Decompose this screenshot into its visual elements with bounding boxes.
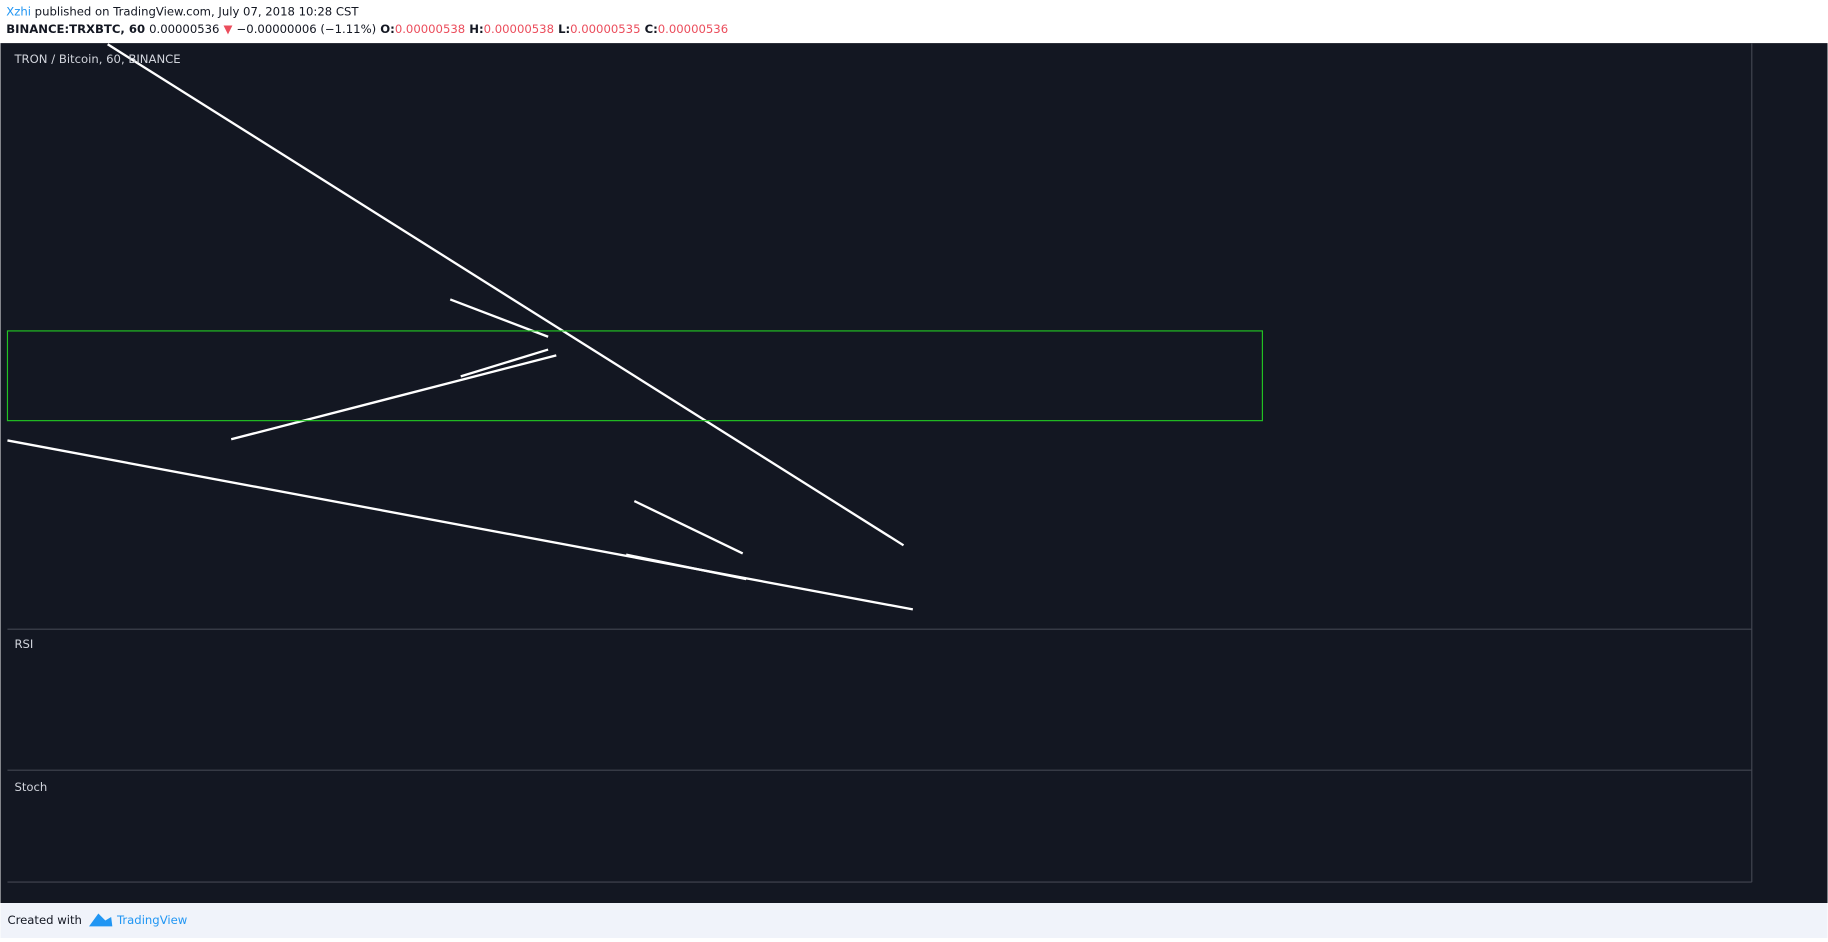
l: 0.00000535 [570,22,640,36]
trendline[interactable] [107,43,905,547]
footer [0,903,1828,938]
trendline[interactable] [230,354,557,441]
change: −0.00000006 (−1.11%) [237,22,377,36]
o-label: O: [380,22,395,36]
zone-rectangle[interactable] [6,330,1263,422]
pane-title: RSI [14,637,33,651]
pane-title: Stoch [14,780,47,794]
chart-bg [0,43,1828,904]
last: 0.00000536 [149,22,219,36]
pane-title: TRON / Bitcoin, 60, BINANCE [13,52,180,66]
trendline[interactable] [633,499,744,555]
trendline[interactable] [7,439,914,611]
h: 0.00000538 [484,22,554,36]
author[interactable]: Xzhi [6,4,31,18]
symbol: BINANCE:TRXBTC, 60 [6,22,145,36]
published: published on TradingView.com, July 07, 2… [31,4,359,18]
footer-brand[interactable]: TradingView [116,913,188,927]
trendline[interactable] [625,553,747,581]
logo[interactable] [89,913,113,927]
arrow: ▼ [224,22,233,36]
o: 0.00000538 [395,22,465,36]
h-label: H: [469,22,483,36]
l-label: L: [558,22,570,36]
c-label: C: [645,22,658,36]
c: 0.00000536 [658,22,728,36]
publish-line: Xzhi published on TradingView.com, July … [6,4,359,18]
footer-text: Created with [7,913,81,927]
ohlc-line: BINANCE:TRXBTC, 60 0.00000536 ▼ −0.00000… [6,22,728,36]
trendline[interactable] [460,348,549,378]
